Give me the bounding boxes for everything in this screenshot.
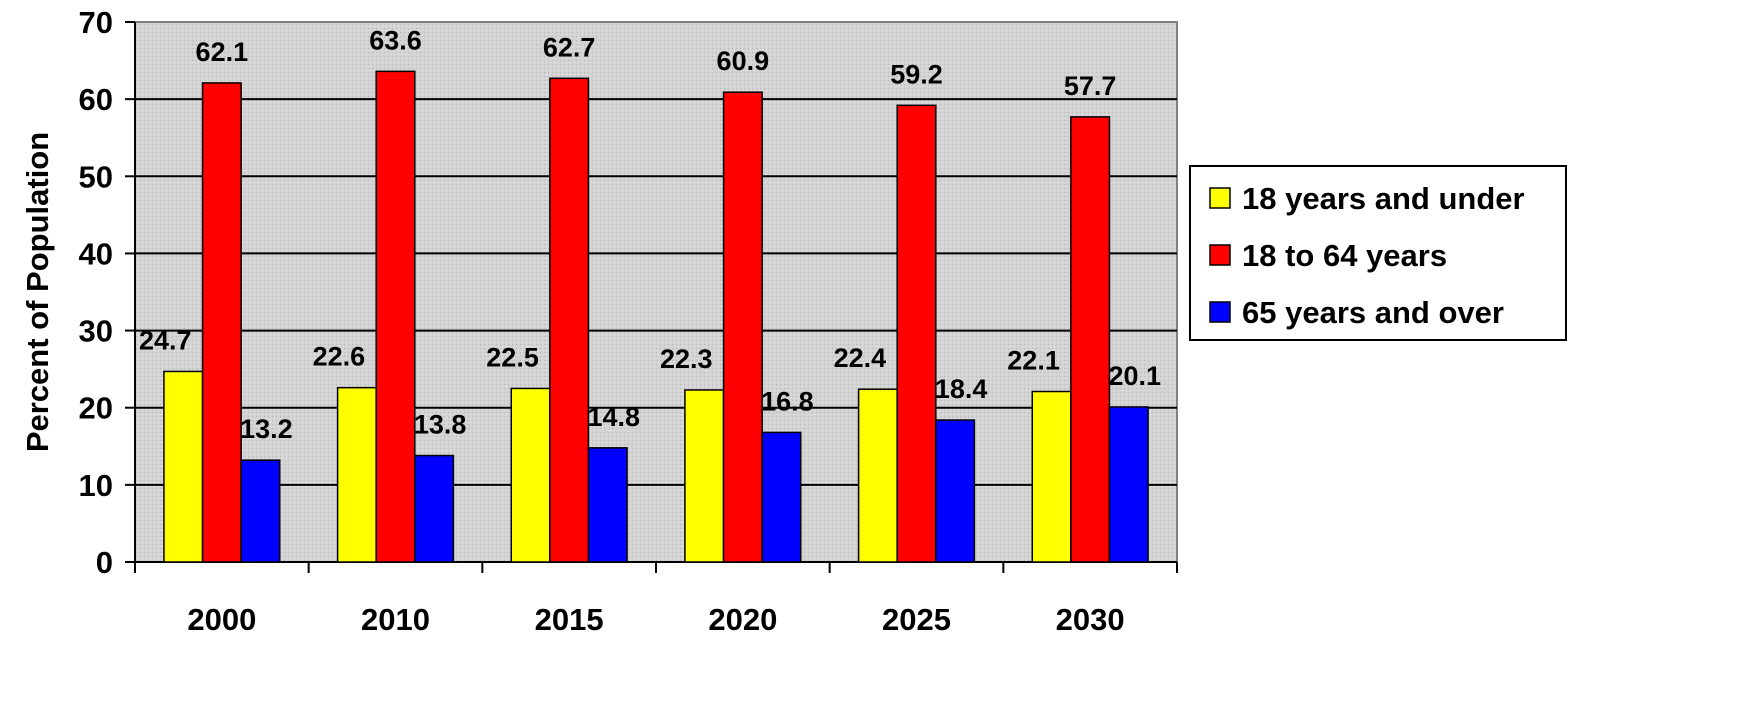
data-label: 14.8 — [587, 402, 640, 432]
data-label: 62.7 — [543, 32, 596, 62]
bar — [684, 389, 725, 563]
legend-items: 18 years and under 18 to 64 years 65 years… — [1209, 181, 1525, 330]
y-tick-label: 20 — [79, 391, 113, 426]
legend-label: 18 to 64 years — [1242, 238, 1447, 273]
plot-area — [134, 21, 1178, 563]
data-label: 13.8 — [414, 410, 467, 440]
x-axis: 2000 2010 2015 2020 2025 2030 — [134, 561, 1178, 637]
data-label: 57.7 — [1064, 71, 1117, 101]
bar — [722, 91, 763, 563]
data-label: 13.2 — [240, 414, 293, 444]
bar — [201, 82, 242, 563]
y-tick-label: 0 — [96, 545, 113, 580]
x-tick-label: 2015 — [535, 602, 604, 637]
y-tick-label: 70 — [79, 5, 113, 40]
data-label: 59.2 — [890, 59, 943, 89]
y-tick-label: 40 — [79, 236, 113, 271]
y-tick-label: 30 — [79, 314, 113, 349]
bar — [510, 387, 551, 563]
bar — [1070, 116, 1111, 563]
y-tick-label: 10 — [79, 468, 113, 503]
data-label: 18.4 — [935, 374, 988, 404]
legend-box — [1189, 165, 1567, 341]
x-tick-label: 2030 — [1056, 602, 1125, 637]
bar — [414, 454, 455, 563]
data-label: 22.5 — [486, 342, 539, 372]
bar — [1108, 406, 1149, 563]
legend: 18 years and under 18 to 64 years 65 years… — [1189, 165, 1567, 341]
legend-label: 18 years and under — [1242, 181, 1525, 216]
x-tick-label: 2025 — [882, 602, 951, 637]
data-label: 22.3 — [660, 344, 713, 374]
x-tick-label: 2010 — [361, 602, 430, 637]
bar — [587, 447, 628, 563]
data-label: 60.9 — [717, 46, 770, 76]
y-tick-label: 50 — [79, 159, 113, 194]
y-axis-label: Percent of Population — [20, 132, 55, 452]
data-label: 24.7 — [139, 325, 192, 355]
data-label: 20.1 — [1108, 361, 1161, 391]
bar — [336, 386, 377, 563]
bar — [1031, 390, 1072, 563]
data-labels: 24.7 62.1 13.2 22.6 63.6 13.8 22.5 62.7 14.8 22.3… — [139, 25, 1161, 444]
x-tick-label: 2020 — [708, 602, 777, 637]
bar — [375, 70, 416, 563]
bar — [935, 419, 976, 563]
x-tick-label: 2000 — [187, 602, 256, 637]
legend-swatch — [1209, 187, 1231, 209]
bars — [163, 70, 1149, 563]
legend-swatch — [1209, 244, 1231, 266]
data-label: 22.1 — [1007, 346, 1060, 376]
y-tick-label: 60 — [79, 82, 113, 117]
bar — [240, 459, 281, 563]
legend-label: 65 years and over — [1242, 295, 1504, 330]
data-label: 62.1 — [196, 37, 249, 67]
data-label: 16.8 — [761, 386, 814, 416]
data-label: 63.6 — [369, 25, 422, 55]
data-label: 22.6 — [313, 342, 366, 372]
y-axis: 0 10 20 30 40 50 60 70 — [79, 5, 136, 580]
gridlines — [135, 98, 1177, 486]
bar — [857, 388, 898, 563]
bar — [761, 431, 802, 563]
bar — [163, 370, 204, 563]
bar — [896, 104, 937, 563]
data-label: 22.4 — [834, 343, 887, 373]
legend-swatch — [1209, 301, 1231, 323]
bar — [549, 77, 590, 563]
